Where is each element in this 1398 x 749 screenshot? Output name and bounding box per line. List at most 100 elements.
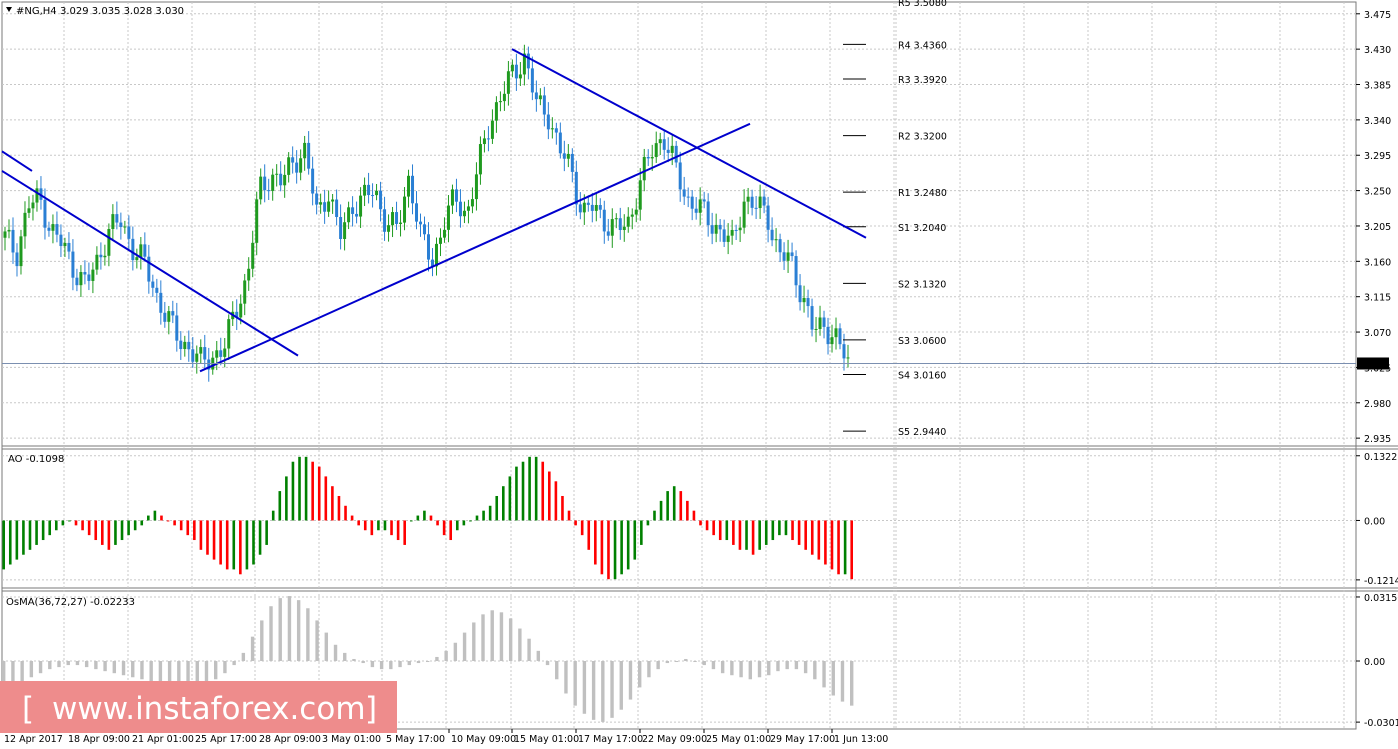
candle-body — [770, 229, 774, 241]
candle-body — [750, 196, 754, 208]
candle-body — [79, 272, 83, 286]
trendline[interactable] — [1, 170, 299, 357]
ao-bar — [613, 520, 617, 580]
candle-body — [618, 218, 622, 231]
trendlines[interactable] — [1, 48, 867, 373]
ao-bar — [107, 520, 111, 550]
candle-body — [638, 180, 642, 210]
candle-body — [387, 225, 391, 232]
osma-bar — [269, 606, 273, 662]
candle-body — [343, 222, 347, 239]
candle-body — [486, 138, 490, 140]
candle-body — [139, 244, 143, 258]
candle-body — [355, 213, 359, 217]
y-tick-label: 3.385 — [1364, 81, 1391, 92]
osma-bar — [389, 661, 393, 670]
ao-bar — [455, 520, 459, 531]
ao-bar — [28, 520, 32, 550]
candle-body — [243, 280, 247, 304]
osma-bar — [610, 661, 614, 718]
osma-bar — [343, 652, 347, 662]
ao-bar — [2, 520, 5, 570]
candle-body — [119, 222, 123, 228]
watermark-background — [0, 681, 397, 733]
candle-body — [482, 138, 486, 145]
trendline[interactable] — [199, 122, 751, 373]
ao-tick-label: 0.1322 — [1364, 452, 1397, 463]
ao-bar — [350, 515, 354, 521]
candle-body — [179, 340, 183, 350]
trendline[interactable] — [511, 48, 867, 239]
osma-bar — [444, 650, 448, 662]
ao-bar — [824, 520, 827, 565]
ao-bar — [745, 520, 748, 550]
ao-bar — [324, 476, 328, 521]
x-tick-label: 12 Apr 2017 — [4, 734, 63, 745]
osma-bar — [518, 628, 522, 662]
osma-bar — [112, 661, 117, 674]
candle-body — [27, 208, 31, 213]
y-tick-label: 3.475 — [1364, 10, 1391, 21]
candle-body — [594, 205, 598, 211]
osma-bar — [619, 661, 623, 710]
x-tick-label: 25 May 01:00 — [706, 734, 771, 745]
candle-body — [742, 201, 746, 228]
ao-bar — [127, 520, 130, 536]
osma-bar — [260, 620, 264, 662]
candle-body — [59, 234, 63, 247]
candle-body — [446, 205, 450, 230]
candle-body — [235, 311, 239, 318]
candle-body — [399, 222, 403, 224]
osma-bar — [352, 658, 356, 662]
candle-body — [75, 277, 79, 286]
candle-body — [738, 227, 742, 231]
osma-bar — [195, 661, 199, 686]
ao-bar — [521, 461, 525, 521]
ao-axis: 0.1322 0.00 -0.1214 — [1356, 452, 1398, 587]
candle-body — [714, 224, 718, 234]
candle-body — [462, 210, 466, 217]
osma-bar — [776, 661, 780, 672]
watermark: [ www.instaforex.com ] — [0, 681, 397, 733]
candle-body — [542, 95, 546, 115]
candle-body — [706, 201, 710, 226]
candle-body — [151, 281, 155, 288]
osma-bar — [693, 661, 697, 663]
candle-body — [558, 132, 562, 154]
candle-body — [239, 303, 243, 318]
ao-bar — [449, 520, 453, 541]
ao-bar — [74, 520, 78, 526]
candle-body — [419, 221, 423, 225]
candle-body — [626, 216, 630, 227]
candle-body — [518, 74, 522, 79]
candle-body — [407, 175, 411, 197]
candle-body — [774, 239, 778, 241]
candle-body — [806, 298, 810, 307]
y-tick-label: 3.160 — [1364, 257, 1391, 268]
osma-bar — [462, 632, 467, 662]
osma-bar — [361, 661, 365, 664]
candle-body — [403, 196, 407, 223]
ao-bar — [291, 461, 295, 521]
candle-body — [411, 175, 415, 204]
trendline[interactable] — [1, 150, 33, 172]
ao-bar — [403, 520, 406, 545]
ao-bar — [686, 500, 689, 521]
osma-bar — [822, 661, 826, 688]
candle-body — [7, 229, 11, 232]
x-tick-label: 15 May 01:00 — [514, 734, 579, 745]
ao-bar — [810, 520, 814, 555]
candle-body — [191, 349, 195, 362]
osma-bar — [333, 644, 338, 662]
osma-bar — [684, 658, 688, 662]
y-tick-label: 3.250 — [1364, 187, 1391, 198]
ao-bar — [396, 520, 400, 541]
osma-bar — [490, 610, 494, 662]
candle-body — [167, 311, 171, 322]
pivot-label: R1 3.2480 — [898, 188, 947, 199]
y-tick-label: 3.340 — [1364, 116, 1391, 127]
candle-body — [726, 235, 730, 242]
osma-bar — [527, 638, 531, 662]
symbol-dropdown-icon[interactable] — [6, 7, 12, 12]
